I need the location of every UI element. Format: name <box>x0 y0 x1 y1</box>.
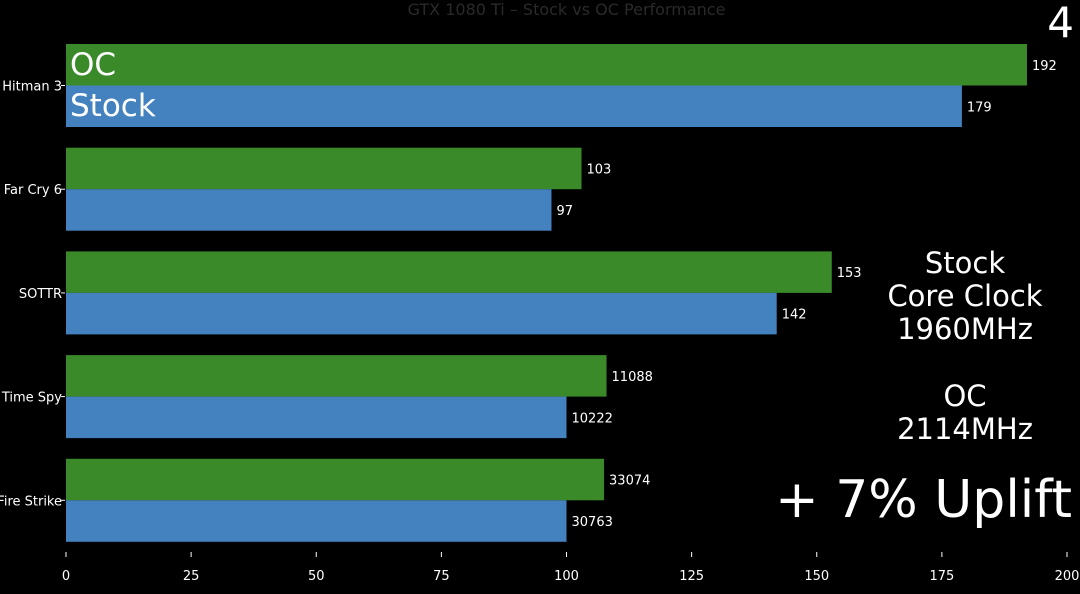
bar-stock <box>66 292 777 335</box>
bar-value-label: 103 <box>587 162 612 177</box>
category-label: SOTTR <box>19 287 62 302</box>
bar-oc <box>66 355 607 397</box>
bar-value-label: 11088 <box>612 370 653 385</box>
bar-value-label: 30763 <box>572 515 613 530</box>
bar-stock <box>66 85 962 127</box>
bar-oc <box>66 147 582 190</box>
bar-value-label: 33074 <box>609 474 650 489</box>
oc-clock-info: OC 2114MHz <box>860 380 1070 446</box>
x-tick-label: 200 <box>1055 569 1080 584</box>
x-tick-label: 25 <box>183 569 200 584</box>
bar-value-label: 192 <box>1032 59 1057 74</box>
x-tick-label: 175 <box>929 569 954 584</box>
bar-value-label: 142 <box>782 308 807 323</box>
bar-oc <box>66 458 605 501</box>
bar-value-label: 179 <box>967 100 992 115</box>
category-label: Hitman 3 <box>2 80 62 95</box>
category-label: Far Cry 6 <box>4 183 62 198</box>
x-tick-label: 125 <box>679 569 704 584</box>
stock-clock-line: Core Clock <box>887 279 1043 313</box>
x-tick-label: 50 <box>308 569 325 584</box>
uplift-label: + 7% Uplift <box>775 470 1072 530</box>
x-tick-label: 0 <box>62 569 70 584</box>
stock-clock-info: Stock Core Clock 1960MHz <box>860 247 1070 346</box>
category-label: Fire Strike <box>0 494 62 509</box>
x-tick-label: 150 <box>804 569 829 584</box>
x-tick-label: 75 <box>433 569 450 584</box>
bar-value-label: 97 <box>556 204 573 219</box>
corner-number: 4 <box>1047 0 1074 47</box>
x-tick-label: 100 <box>554 569 579 584</box>
chart-title: GTX 1080 Ti – Stock vs OC Performance <box>407 0 726 19</box>
bar-stock <box>66 396 567 439</box>
legend-oc-label: OC <box>70 47 117 83</box>
legend-stock-label: Stock <box>70 88 156 124</box>
bar-value-label: 10222 <box>572 411 613 426</box>
oc-clock-line: 2114MHz <box>897 412 1033 446</box>
bar-value-label: 153 <box>837 266 862 281</box>
oc-clock-line: OC <box>943 379 987 413</box>
stock-clock-line: Stock <box>924 246 1006 280</box>
stock-clock-line: 1960MHz <box>897 312 1033 346</box>
bar-stock <box>66 500 567 542</box>
bar-oc <box>66 44 1027 86</box>
category-label: Time Spy <box>1 391 62 406</box>
bar-stock <box>66 189 552 231</box>
bar-oc <box>66 251 832 293</box>
